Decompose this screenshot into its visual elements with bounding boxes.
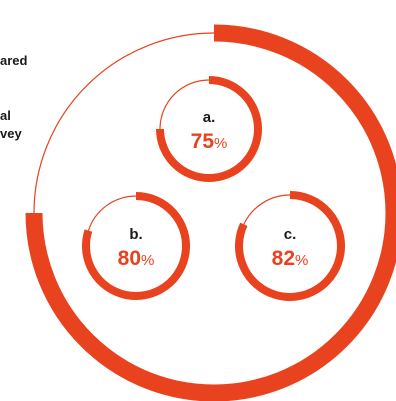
ring-c-label: c.	[284, 226, 297, 243]
ring-a: a. 75%	[156, 76, 262, 182]
ring-b-label: b.	[129, 226, 142, 243]
ring-a-label: a.	[203, 109, 216, 126]
ring-b-remainder-arc	[87, 195, 137, 231]
outer-ring-value-arc	[25, 24, 396, 401]
outer-ring-remainder-arc	[33, 32, 215, 214]
ring-a-value-label: 75%	[191, 130, 228, 153]
ring-a-value-arc	[156, 76, 262, 182]
ring-c-value-arc	[235, 191, 345, 301]
side-text-line-2: al	[0, 108, 11, 123]
ring-c-remainder-arc	[243, 194, 291, 225]
ring-a-remainder-arc	[159, 79, 210, 130]
outer-ring	[25, 24, 396, 401]
ring-b: b. 80%	[82, 192, 190, 300]
ring-c-value-label: 82%	[272, 247, 309, 270]
side-text-line-1: ared	[0, 53, 28, 68]
ring-b-value-arc	[82, 192, 190, 300]
ring-c: c. 82%	[235, 191, 345, 301]
side-text-line-3: vey	[0, 126, 22, 141]
ring-b-value-label: 80%	[118, 247, 155, 270]
